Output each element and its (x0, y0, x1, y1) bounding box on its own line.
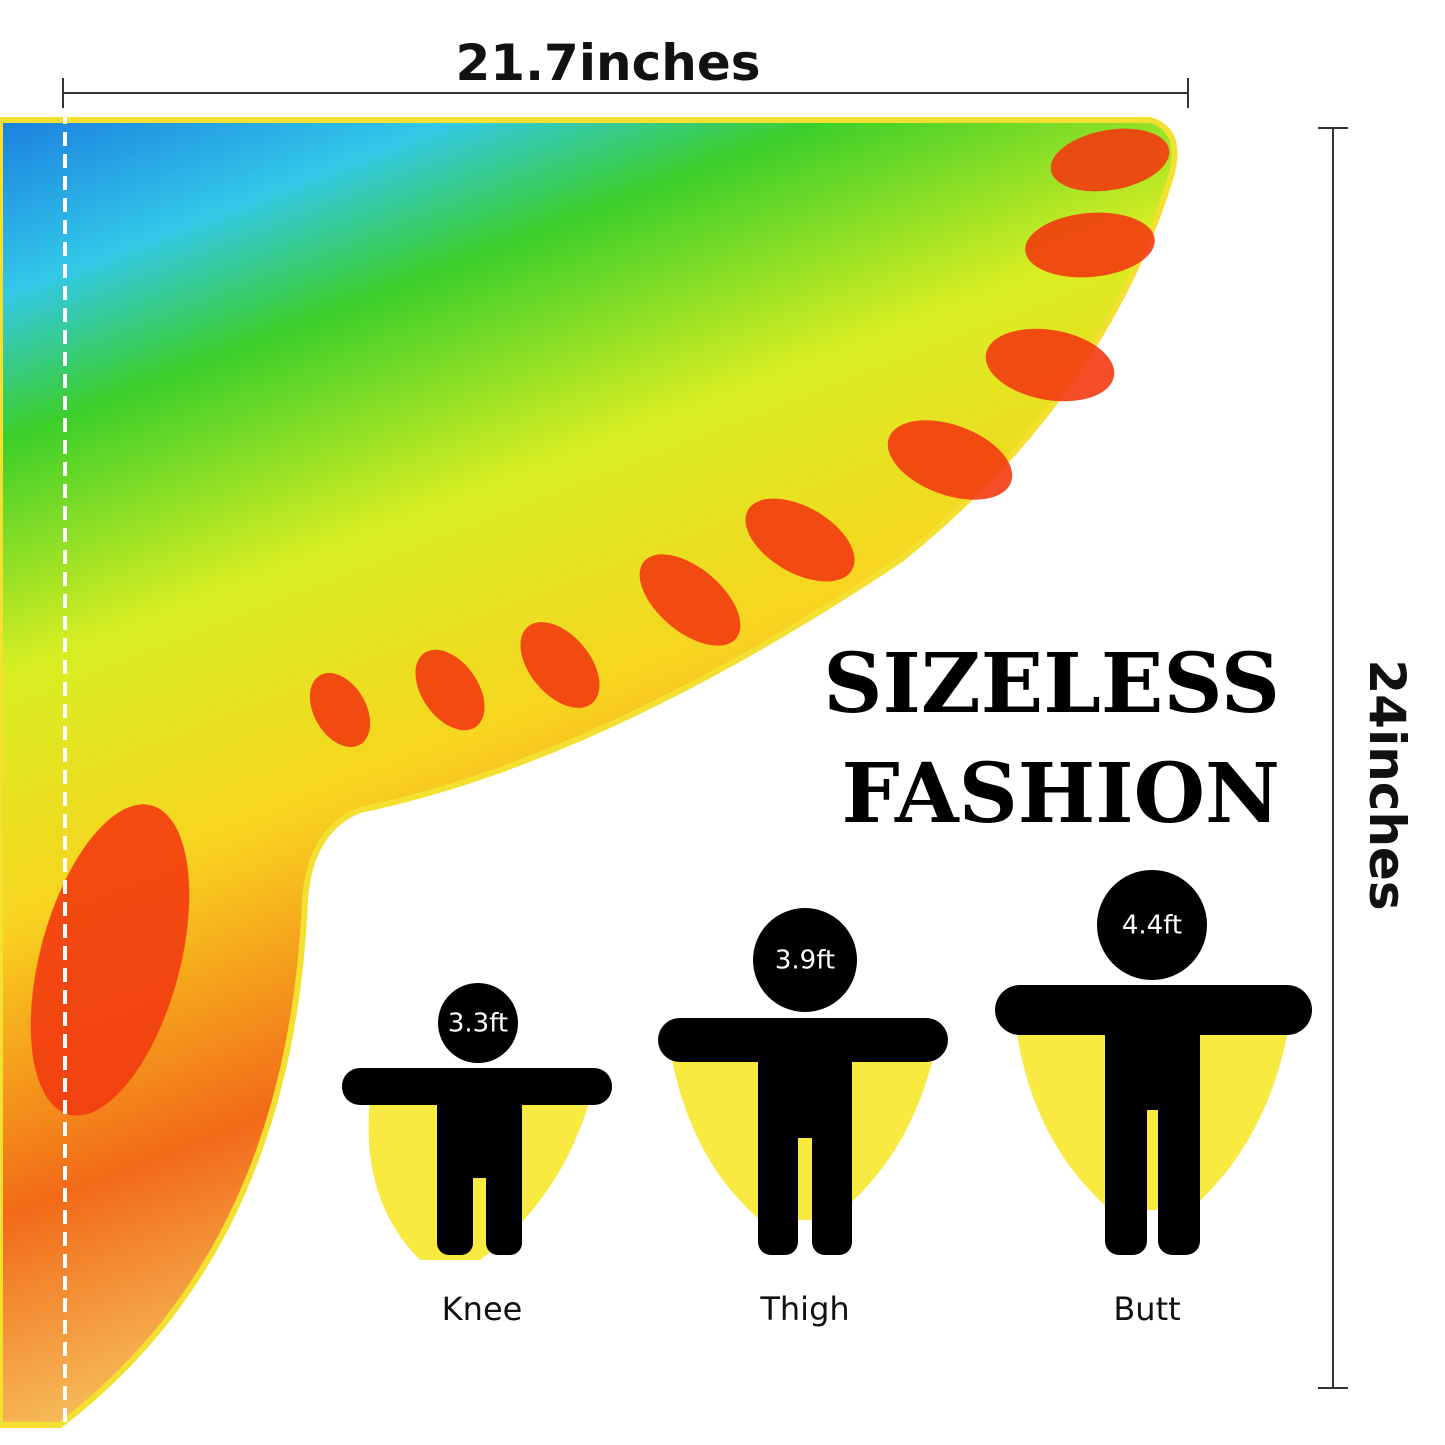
width-dimension: 21.7inches (62, 34, 1189, 108)
width-label: 21.7inches (455, 34, 760, 92)
figure-height: 3.3ft (448, 1009, 508, 1039)
wing (0, 110, 1178, 1428)
figure-label: Thigh (759, 1290, 849, 1328)
figure-label: Knee (442, 1290, 523, 1328)
figure-label: Butt (1113, 1290, 1180, 1328)
figure: 3.3ft Knee (342, 983, 612, 1328)
figure-height: 4.4ft (1122, 911, 1182, 941)
figure: 4.4ft Butt (995, 870, 1312, 1328)
headline-line: SIZELESS (823, 636, 1280, 732)
height-dimension: 24inches (1318, 127, 1416, 1389)
height-label: 24inches (1358, 659, 1416, 910)
headline-line: FASHION (842, 746, 1280, 842)
figure-height: 3.9ft (775, 946, 835, 976)
figure: 3.9ft Thigh (658, 908, 948, 1328)
